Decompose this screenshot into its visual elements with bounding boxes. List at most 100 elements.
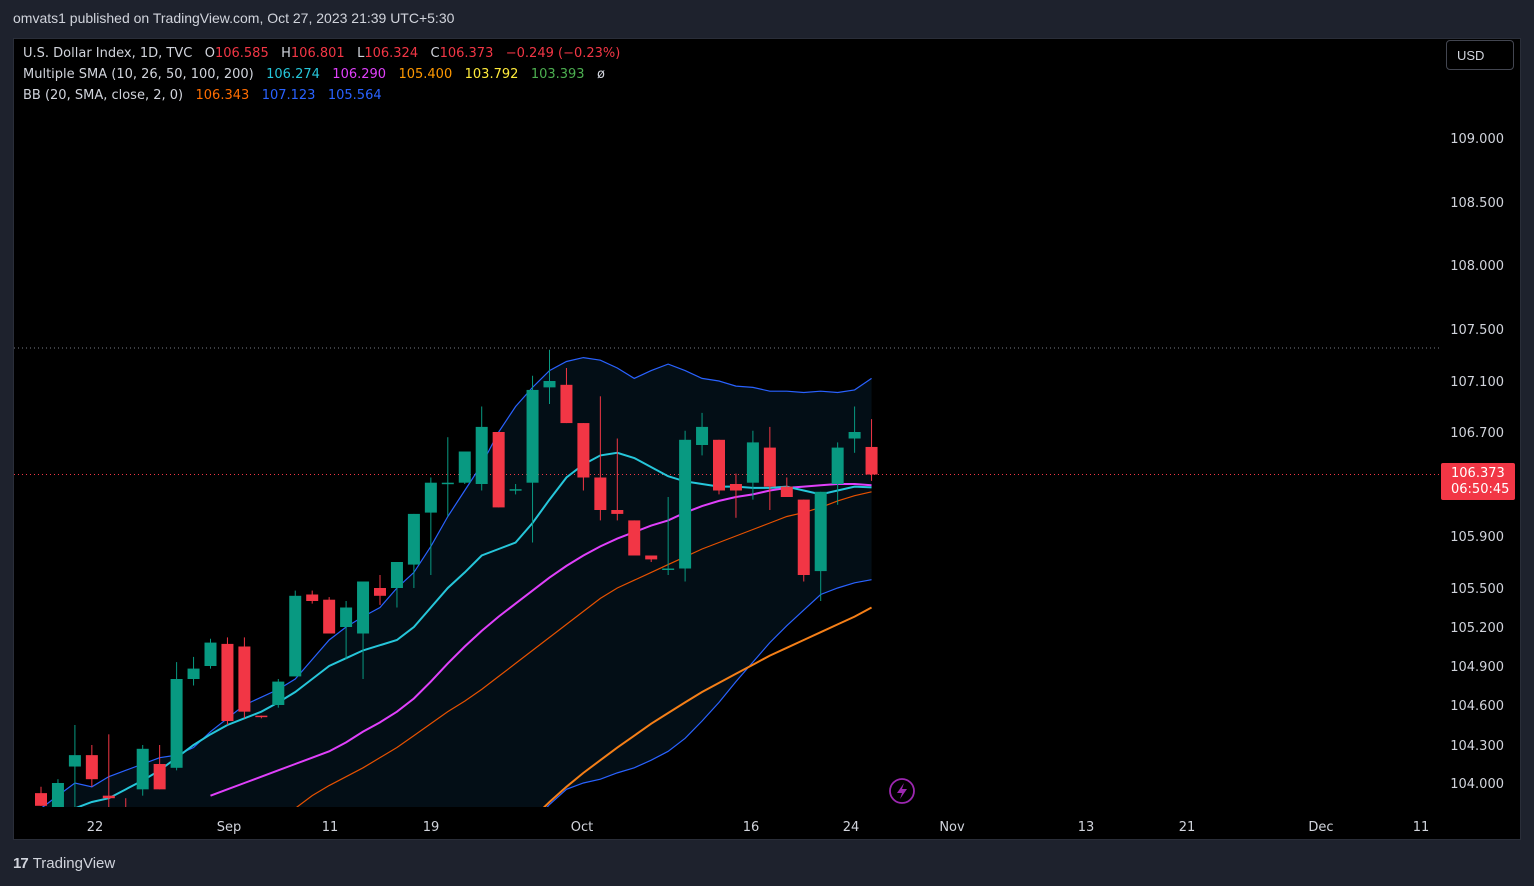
candle[interactable] bbox=[306, 590, 319, 604]
candle[interactable] bbox=[831, 442, 844, 505]
candle[interactable] bbox=[153, 745, 166, 790]
sma10-value: 106.274 bbox=[266, 67, 320, 82]
candle[interactable] bbox=[729, 473, 742, 518]
candle[interactable] bbox=[289, 590, 302, 677]
candle[interactable] bbox=[814, 491, 827, 601]
candle-body bbox=[255, 715, 268, 718]
candle[interactable] bbox=[865, 419, 878, 481]
sma100-value: 103.792 bbox=[464, 67, 519, 82]
candle-body bbox=[865, 446, 878, 475]
candle[interactable] bbox=[51, 779, 64, 818]
candle-body bbox=[594, 477, 607, 510]
price-axis-label: 107.500 bbox=[1450, 323, 1504, 338]
sma-label[interactable]: Multiple SMA (10, 26, 50, 100, 200) bbox=[23, 67, 254, 82]
candle[interactable] bbox=[255, 715, 268, 719]
symbol-name[interactable]: U.S. Dollar Index, 1D, TVC bbox=[23, 46, 193, 61]
legend-sma-row[interactable]: Multiple SMA (10, 26, 50, 100, 200) 106.… bbox=[23, 67, 605, 82]
candle[interactable] bbox=[204, 638, 217, 669]
time-axis-label: 19 bbox=[423, 820, 440, 835]
candle-body bbox=[560, 384, 573, 424]
candle[interactable] bbox=[713, 439, 725, 495]
candle[interactable] bbox=[424, 477, 437, 576]
chart-pane[interactable]: 104.000 104.300 104.600 104.900 105.200 105.5… bbox=[13, 38, 1521, 840]
candle[interactable] bbox=[763, 426, 776, 510]
bb-label[interactable]: BB (20, SMA, close, 2, 0) bbox=[23, 88, 184, 103]
candle-body bbox=[746, 442, 759, 483]
candle[interactable] bbox=[577, 423, 590, 491]
candle[interactable] bbox=[526, 375, 539, 543]
candle[interactable] bbox=[221, 637, 234, 725]
candle-body bbox=[780, 486, 793, 497]
legend-bb-row[interactable]: BB (20, SMA, close, 2, 0) 106.343 107.12… bbox=[23, 88, 382, 103]
candle[interactable] bbox=[238, 637, 251, 719]
candle[interactable] bbox=[35, 786, 47, 806]
candle[interactable] bbox=[492, 432, 505, 508]
candle-body bbox=[323, 599, 336, 634]
sma100-line bbox=[542, 606, 873, 807]
candle[interactable] bbox=[628, 520, 641, 556]
candle[interactable] bbox=[340, 601, 353, 660]
candle[interactable] bbox=[746, 430, 759, 500]
candle[interactable] bbox=[374, 575, 386, 605]
candle[interactable] bbox=[407, 513, 420, 588]
close-value: 106.373 bbox=[439, 46, 494, 61]
candle[interactable] bbox=[85, 745, 98, 787]
candle[interactable] bbox=[509, 484, 522, 495]
candle[interactable] bbox=[170, 662, 183, 771]
candle-body bbox=[357, 581, 370, 634]
candle[interactable] bbox=[441, 437, 454, 517]
price-chart[interactable]: 104.000 104.300 104.600 104.900 105.200 105.5… bbox=[14, 39, 1520, 839]
candle-body bbox=[628, 520, 641, 556]
candle[interactable] bbox=[187, 656, 200, 686]
candle-body bbox=[390, 562, 403, 588]
candle-body bbox=[645, 555, 658, 560]
candle[interactable] bbox=[679, 430, 692, 582]
candle[interactable] bbox=[848, 406, 861, 453]
candle[interactable] bbox=[780, 477, 793, 498]
time-axis-label: Oct bbox=[571, 820, 593, 835]
lightning-icon[interactable] bbox=[889, 778, 915, 804]
low-label: L bbox=[357, 46, 365, 61]
sma50-value: 105.400 bbox=[398, 67, 453, 82]
currency-button[interactable]: USD bbox=[1446, 40, 1514, 70]
candle[interactable] bbox=[560, 368, 573, 424]
candle[interactable] bbox=[390, 562, 403, 608]
candle[interactable] bbox=[645, 555, 658, 563]
candle-body bbox=[204, 642, 217, 666]
tradingview-logo-icon: 17 bbox=[13, 855, 29, 872]
price-axis-label: 108.500 bbox=[1450, 196, 1504, 211]
time-axis-label: Dec bbox=[1308, 820, 1333, 835]
candle[interactable] bbox=[696, 412, 709, 456]
candle-body bbox=[848, 432, 861, 439]
candle[interactable] bbox=[136, 745, 149, 796]
candle[interactable] bbox=[543, 349, 556, 404]
candle[interactable] bbox=[475, 406, 488, 491]
candle-body bbox=[102, 795, 115, 799]
candle-body bbox=[306, 594, 319, 601]
candle[interactable] bbox=[68, 725, 81, 808]
candle[interactable] bbox=[594, 396, 607, 521]
candle-body bbox=[763, 447, 776, 487]
candle[interactable] bbox=[662, 497, 675, 575]
sma50-line bbox=[296, 491, 872, 807]
price-axis-label: 107.100 bbox=[1450, 375, 1504, 390]
candle[interactable] bbox=[458, 451, 471, 485]
candle[interactable] bbox=[357, 581, 370, 680]
candle[interactable] bbox=[272, 679, 285, 708]
sma26-line bbox=[210, 483, 872, 797]
candle-body bbox=[153, 764, 166, 790]
candle-body bbox=[424, 482, 437, 513]
candle[interactable] bbox=[323, 597, 336, 634]
candle[interactable] bbox=[120, 798, 132, 833]
candle-body bbox=[441, 482, 454, 485]
bb-fill-area bbox=[42, 357, 872, 807]
candle-body bbox=[696, 426, 709, 445]
bb-lower-line bbox=[546, 579, 872, 807]
candle[interactable] bbox=[797, 499, 810, 582]
candle[interactable] bbox=[611, 438, 624, 521]
tradingview-logo[interactable]: 17 TradingView bbox=[13, 855, 115, 872]
price-axis-label: 105.900 bbox=[1450, 530, 1504, 545]
candle[interactable] bbox=[102, 734, 115, 808]
time-axis-label: Sep bbox=[217, 820, 242, 835]
time-axis-label: Nov bbox=[939, 820, 965, 835]
